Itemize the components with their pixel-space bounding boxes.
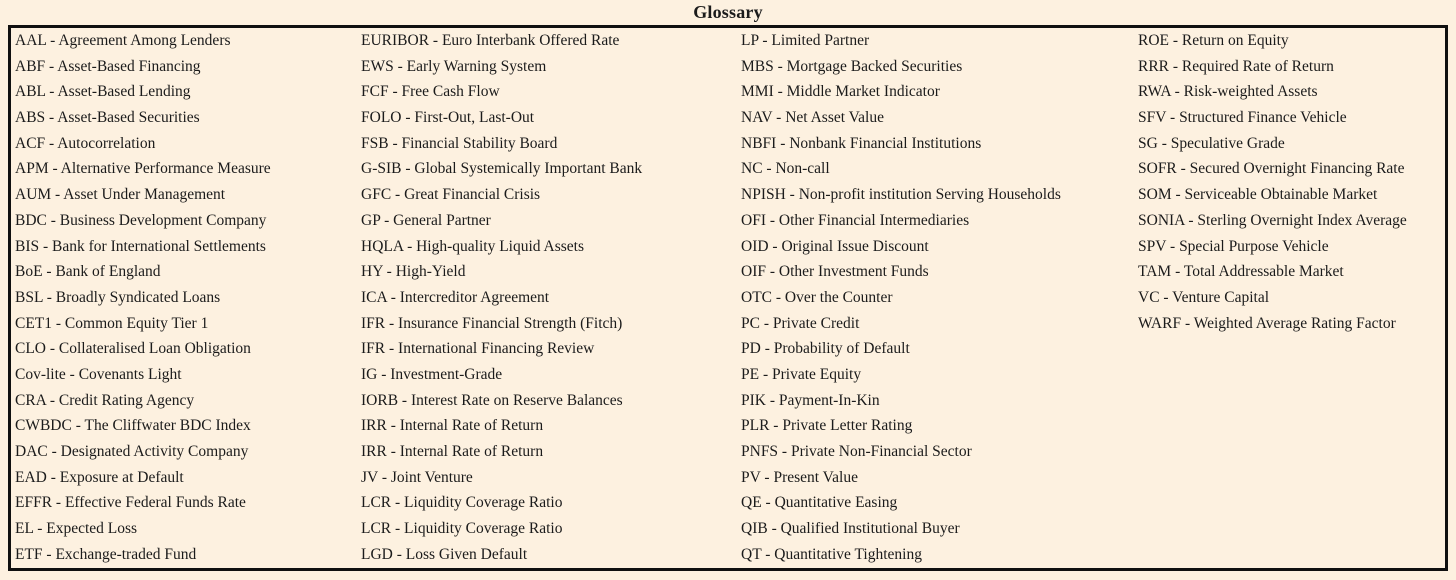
glossary-entry: ABF - Asset-Based Financing [15, 57, 201, 75]
glossary-entry: PNFS - Private Non-Financial Sector [741, 443, 972, 460]
glossary-entry: IORB - Interest Rate on Reserve Balances [361, 391, 623, 409]
glossary-entry: G-SIB - Global Systemically Important Ba… [361, 160, 643, 178]
glossary-entry: CLO - Collateralised Loan Obligation [15, 340, 251, 358]
glossary-entry: SOM - Serviceable Obtainable Market [1138, 186, 1378, 204]
glossary-grid: AAL - Agreement Among Lenders ABF - Asset… [11, 28, 1445, 568]
glossary-entry: ETF - Exchange-traded Fund [15, 545, 197, 563]
glossary-entry: IFR - International Financing Review [361, 340, 595, 358]
glossary-entry: MBS - Mortgage Backed Securities [741, 57, 963, 75]
glossary-entry: BDC - Business Development Company [15, 211, 267, 229]
glossary-column-1: AAL - Agreement Among Lenders ABF - Asset… [11, 28, 357, 568]
glossary-entry: ACF - Autocorrelation [15, 134, 156, 152]
glossary-entry: BoE - Bank of England [15, 263, 161, 281]
glossary-entry: EWS - Early Warning System [361, 57, 547, 75]
glossary-entry: IRR - Internal Rate of Return [361, 443, 544, 460]
glossary-entry: PE - Private Equity [741, 365, 862, 383]
glossary-entry: NAV - Net Asset Value [741, 109, 884, 127]
glossary-entry: PD - Probability of Default [741, 340, 910, 358]
glossary-column-4: ROE - Return on Equity RRR - Required Rat… [1134, 28, 1445, 568]
glossary-entry: OTC - Over the Counter [741, 288, 893, 306]
glossary-entry: VC - Venture Capital [1138, 288, 1270, 306]
glossary-entry: ABL - Asset-Based Lending [15, 83, 191, 101]
glossary-entry: ROE - Return on Equity [1138, 32, 1289, 49]
glossary-entry: RWA - Risk-weighted Assets [1138, 83, 1318, 101]
glossary-entry: LCR - Liquidity Coverage Ratio [361, 520, 563, 538]
glossary-entry: AAL - Agreement Among Lenders [15, 32, 231, 49]
glossary-entry: OID - Original Issue Discount [741, 237, 929, 255]
glossary-entry: LP - Limited Partner [741, 32, 870, 49]
glossary-entry: EFFR - Effective Federal Funds Rate [15, 494, 246, 512]
glossary-entry: GFC - Great Financial Crisis [361, 186, 541, 204]
glossary-entry: ICA - Intercreditor Agreement [361, 288, 550, 306]
glossary-entry: JV - Joint Venture [361, 468, 473, 486]
glossary-entry: OIF - Other Investment Funds [741, 263, 929, 281]
glossary-entry: EL - Expected Loss [15, 520, 138, 538]
glossary-entry: Cov-lite - Covenants Light [15, 365, 182, 383]
glossary-entry: MMI - Middle Market Indicator [741, 83, 940, 101]
glossary-entry: GP - General Partner [361, 211, 491, 229]
glossary-entry: LGD - Loss Given Default [361, 545, 528, 563]
glossary-entry: IRR - Internal Rate of Return [361, 417, 544, 435]
glossary-column-3: LP - Limited Partner MBS - Mortgage Backe… [737, 28, 1134, 568]
glossary-entry: FSB - Financial Stability Board [361, 134, 558, 152]
glossary-entry: SG - Speculative Grade [1138, 134, 1285, 152]
page-title: Glossary [693, 2, 763, 22]
glossary-table: AAL - Agreement Among Lenders ABF - Asset… [8, 25, 1448, 571]
glossary-entry: IG - Investment-Grade [361, 365, 503, 383]
glossary-entry: AUM - Asset Under Management [15, 186, 226, 204]
glossary-entry: FCF - Free Cash Flow [361, 83, 500, 101]
glossary-entry: QT - Quantitative Tightening [741, 545, 922, 563]
glossary-entry: DAC - Designated Activity Company [15, 443, 249, 460]
glossary-entry: SONIA - Sterling Overnight Index Average [1138, 211, 1407, 229]
glossary-entry: EURIBOR - Euro Interbank Offered Rate [361, 32, 620, 49]
glossary-entry: FOLO - First-Out, Last-Out [361, 109, 535, 127]
glossary-entry: HQLA - High-quality Liquid Assets [361, 237, 585, 255]
glossary-entry: NBFI - Nonbank Financial Institutions [741, 134, 982, 152]
glossary-entry: APM - Alternative Performance Measure [15, 160, 271, 178]
glossary-entry: TAM - Total Addressable Market [1138, 263, 1344, 281]
glossary-entry: QE - Quantitative Easing [741, 494, 898, 512]
glossary-entry: WARF - Weighted Average Rating Factor [1138, 314, 1396, 332]
glossary-entry: HY - High-Yield [361, 263, 466, 281]
glossary-entry: QIB - Qualified Institutional Buyer [741, 520, 960, 538]
glossary-entry: SOFR - Secured Overnight Financing Rate [1138, 160, 1405, 178]
glossary-entry: ABS - Asset-Based Securities [15, 109, 200, 127]
glossary-entry: PLR - Private Letter Rating [741, 417, 913, 435]
glossary-entry: OFI - Other Financial Intermediaries [741, 211, 970, 229]
glossary-entry: CWBDC - The Cliffwater BDC Index [15, 417, 251, 435]
glossary-entry: NPISH - Non-profit institution Serving H… [741, 186, 1061, 204]
glossary-entry: SFV - Structured Finance Vehicle [1138, 109, 1347, 127]
glossary-entry: PV - Present Value [741, 468, 858, 486]
glossary-entry: CRA - Credit Rating Agency [15, 391, 195, 409]
glossary-entry: SPV - Special Purpose Vehicle [1138, 237, 1329, 255]
glossary-entry: EAD - Exposure at Default [15, 468, 184, 486]
glossary-entry: PIK - Payment-In-Kin [741, 391, 880, 409]
glossary-column-2: EURIBOR - Euro Interbank Offered Rate EWS… [357, 28, 737, 568]
glossary-entry: BSL - Broadly Syndicated Loans [15, 288, 221, 306]
glossary-entry: RRR - Required Rate of Return [1138, 57, 1334, 75]
glossary-entry: NC - Non-call [741, 160, 830, 178]
glossary-entry: BIS - Bank for International Settlements [15, 237, 266, 255]
glossary-entry: LCR - Liquidity Coverage Ratio [361, 494, 563, 512]
glossary-entry: CET1 - Common Equity Tier 1 [15, 314, 209, 332]
glossary-entry: PC - Private Credit [741, 314, 860, 332]
glossary-entry: IFR - Insurance Financial Strength (Fitc… [361, 314, 623, 332]
